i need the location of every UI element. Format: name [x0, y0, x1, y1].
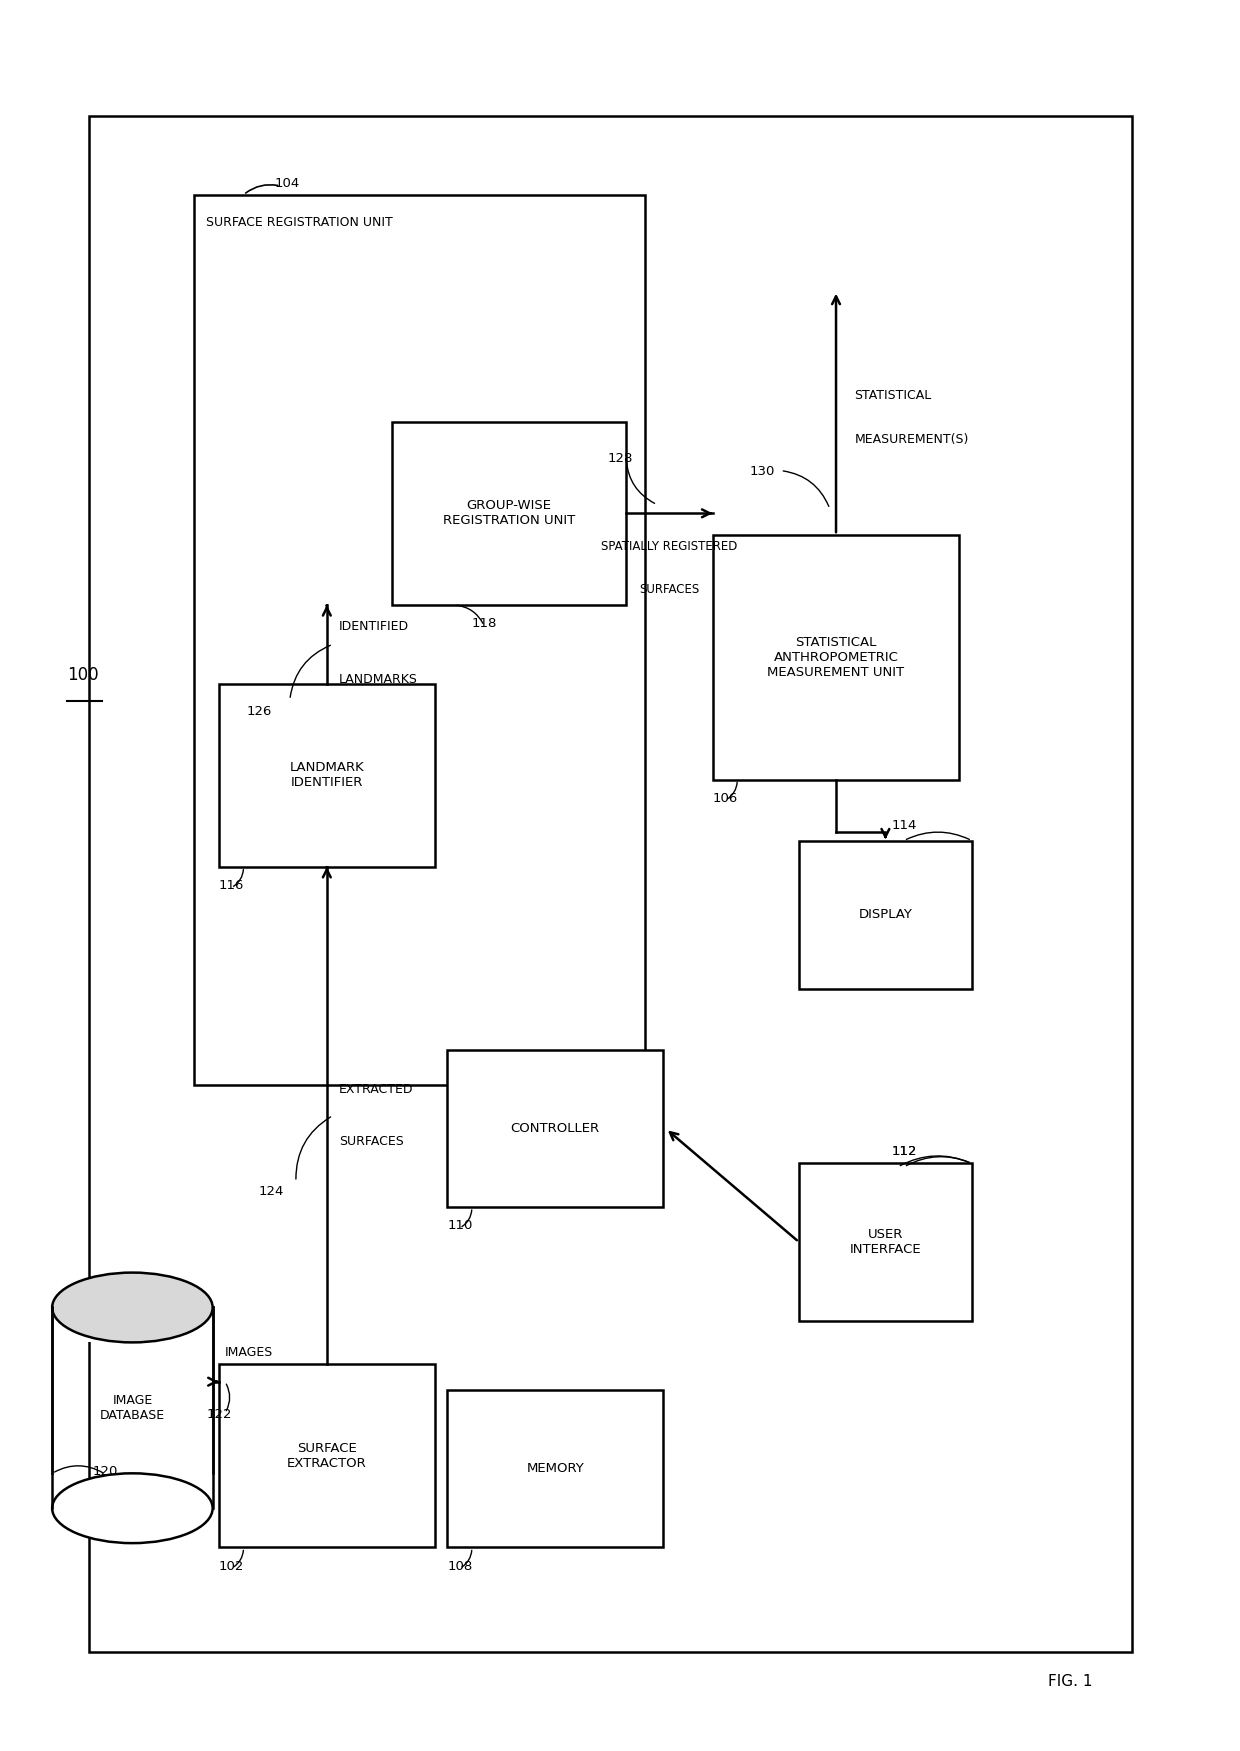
Text: MEASUREMENT(S): MEASUREMENT(S): [854, 432, 968, 447]
Text: 108: 108: [448, 1560, 472, 1572]
Text: 124: 124: [259, 1185, 284, 1198]
Text: IDENTIFIED: IDENTIFIED: [340, 620, 409, 634]
Bar: [713, 536, 960, 779]
Text: 120: 120: [93, 1466, 118, 1478]
Text: 102: 102: [218, 1560, 244, 1572]
Text: 114: 114: [892, 819, 916, 832]
Text: FIG. 1: FIG. 1: [1048, 1674, 1092, 1690]
Bar: [799, 1163, 972, 1320]
Text: LANDMARK
IDENTIFIER: LANDMARK IDENTIFIER: [289, 762, 365, 790]
Text: SURFACES: SURFACES: [340, 1135, 404, 1149]
Text: 122: 122: [207, 1408, 232, 1420]
Bar: [89, 116, 1132, 1653]
Ellipse shape: [52, 1273, 212, 1343]
Text: 128: 128: [608, 452, 634, 466]
Text: 116: 116: [218, 879, 244, 891]
Bar: [51, 1308, 213, 1343]
Text: 106: 106: [713, 791, 738, 805]
Text: 104: 104: [274, 177, 300, 191]
Text: IMAGE
DATABASE: IMAGE DATABASE: [100, 1394, 165, 1422]
Text: LANDMARKS: LANDMARKS: [340, 672, 418, 686]
Text: MEMORY: MEMORY: [526, 1462, 584, 1476]
Text: 130: 130: [750, 466, 775, 478]
Text: IMAGES: IMAGES: [224, 1347, 273, 1359]
Text: SURFACE
EXTRACTOR: SURFACE EXTRACTOR: [286, 1441, 367, 1469]
Text: SURFACE REGISTRATION UNIT: SURFACE REGISTRATION UNIT: [207, 215, 393, 229]
Bar: [218, 683, 435, 867]
Text: 100: 100: [67, 665, 99, 685]
Text: 110: 110: [448, 1219, 472, 1233]
Bar: [218, 1364, 435, 1548]
Text: 118: 118: [472, 616, 497, 630]
Bar: [799, 840, 972, 989]
Text: 112: 112: [892, 1145, 918, 1157]
Text: SURFACES: SURFACES: [640, 583, 699, 595]
Text: 126: 126: [247, 706, 272, 718]
Bar: [448, 1051, 663, 1206]
Bar: [195, 194, 645, 1086]
Ellipse shape: [52, 1473, 212, 1543]
Text: SPATIALLY REGISTERED: SPATIALLY REGISTERED: [601, 539, 738, 553]
Text: EXTRACTED: EXTRACTED: [340, 1082, 414, 1096]
Text: CONTROLLER: CONTROLLER: [511, 1122, 600, 1135]
Text: STATISTICAL
ANTHROPOMETRIC
MEASUREMENT UNIT: STATISTICAL ANTHROPOMETRIC MEASUREMENT U…: [768, 636, 905, 679]
Bar: [392, 422, 626, 604]
Text: 112: 112: [892, 1145, 918, 1157]
Text: STATISTICAL: STATISTICAL: [854, 389, 931, 403]
Text: GROUP-WISE
REGISTRATION UNIT: GROUP-WISE REGISTRATION UNIT: [443, 499, 575, 527]
Text: DISPLAY: DISPLAY: [858, 909, 913, 921]
Bar: [448, 1390, 663, 1548]
Text: USER
INTERFACE: USER INTERFACE: [849, 1227, 921, 1255]
